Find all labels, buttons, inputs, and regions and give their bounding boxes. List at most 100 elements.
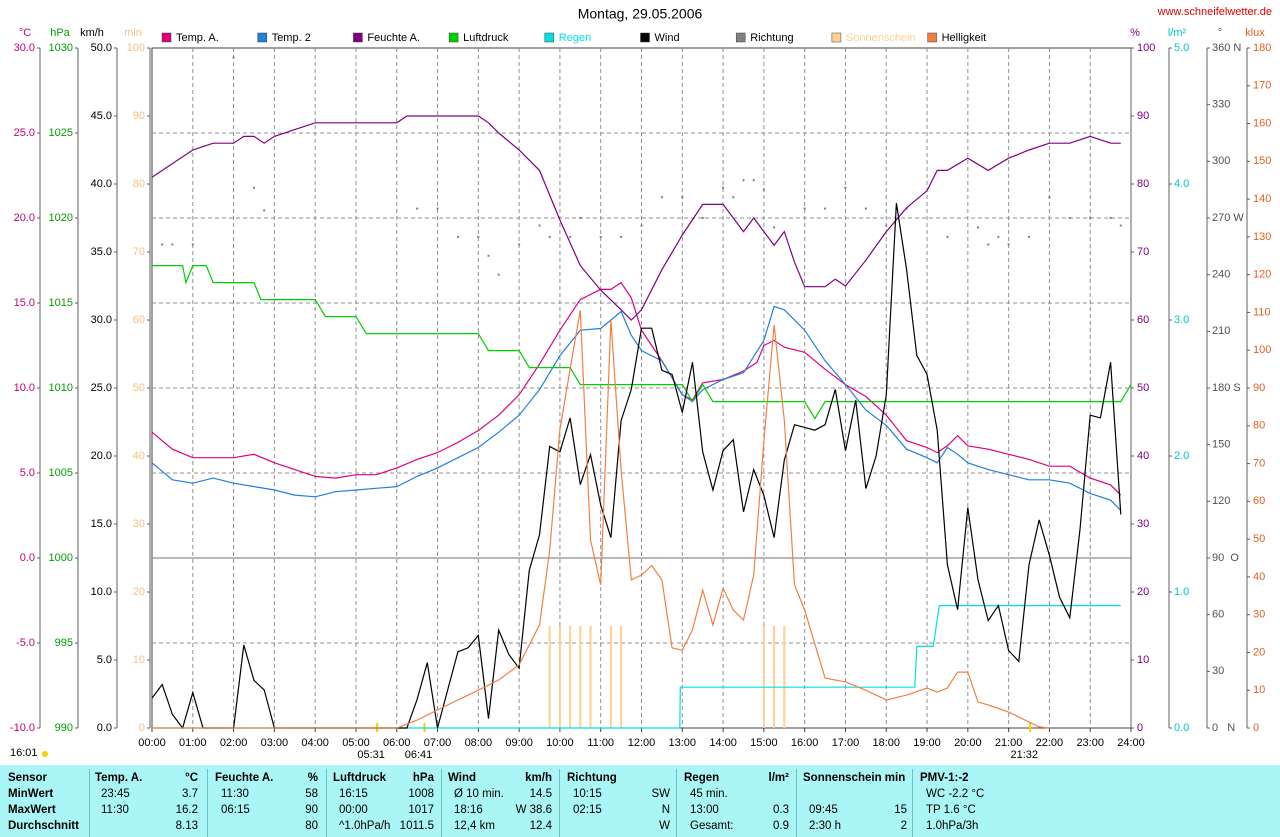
direction-dot	[660, 196, 663, 199]
column-unit: °C	[185, 772, 198, 784]
x-tick-label: 03:00	[261, 737, 289, 749]
legend-label: Wind	[655, 32, 680, 44]
y-tick-label: 5.0	[1174, 42, 1189, 54]
y-tick-label: -10.0	[10, 722, 35, 734]
cell-label: 09:45	[809, 804, 838, 816]
y-tick-label: 90	[1253, 382, 1265, 394]
cell-value: 3.7	[182, 788, 198, 800]
y-tick-label: 0	[1253, 722, 1259, 734]
series-line	[151, 305, 1122, 511]
cell-label: Ø 10 min.	[454, 788, 504, 800]
x-tick-label: 20:00	[954, 737, 982, 749]
y-tick-label: 90	[133, 110, 145, 122]
direction-dot	[518, 243, 521, 246]
direction-dot	[232, 56, 235, 59]
direction-dot	[171, 243, 174, 246]
y-tick-label: 60	[1137, 314, 1149, 326]
y-tick-label: 30	[1137, 518, 1149, 530]
direction-dot	[191, 243, 194, 246]
chart-title: Montag, 29.05.2006	[578, 6, 703, 22]
cell-label: TP 1.6 °C	[926, 804, 976, 816]
cell-value: 58	[305, 788, 318, 800]
legend-swatch	[257, 32, 267, 43]
cell-value: W 38.6	[515, 804, 552, 816]
y-tick-label: 150	[1212, 439, 1230, 451]
axis-unit: klux	[1245, 27, 1265, 39]
y-tick-label: 0.0	[1174, 722, 1189, 734]
legend-label: Temp. A.	[176, 32, 219, 44]
y-tick-label: 50	[1137, 382, 1149, 394]
direction-dot	[548, 235, 551, 238]
y-tick-label: 60	[1212, 609, 1224, 621]
column-title: Richtung	[567, 772, 617, 784]
column-title: Feuchte A.	[215, 772, 274, 784]
y-tick-label: 1010	[49, 382, 73, 394]
direction-dot	[732, 196, 735, 199]
direction-dot	[569, 235, 572, 238]
y-tick-label: 140	[1253, 193, 1271, 205]
y-tick-label: 45.0	[91, 110, 112, 122]
cell-value: 1008	[408, 788, 434, 800]
y-tick-label: 40	[1253, 571, 1265, 583]
x-tick-label: 10:00	[546, 737, 574, 749]
axis-unit: °	[1218, 27, 1222, 39]
cell-label: 16:15	[339, 788, 368, 800]
x-tick-label: 16:00	[791, 737, 819, 749]
column-title: Regen	[684, 772, 720, 784]
y-tick-label: 4.0	[1174, 178, 1189, 190]
y-tick-label: 30.0	[14, 42, 35, 54]
axis-unit: min	[124, 27, 142, 39]
cell-label: 00:00	[339, 804, 368, 816]
x-tick-label: 09:00	[505, 737, 533, 749]
y-tick-label: 100	[1137, 42, 1155, 54]
y-tick-label: 1005	[49, 467, 73, 479]
y-tick-label: 0.0	[20, 552, 35, 564]
cell-value: 14.5	[529, 788, 552, 800]
y-tick-label: 50.0	[91, 42, 112, 54]
series-line	[152, 604, 1121, 729]
direction-dot	[773, 226, 776, 229]
direction-dot	[752, 179, 755, 182]
y-tick-label: 180 S	[1212, 382, 1241, 394]
y-tick-label: 80	[133, 178, 145, 190]
y-tick-label: 240	[1212, 269, 1230, 281]
legend-swatch	[640, 32, 650, 43]
x-tick-label: 17:00	[832, 737, 860, 749]
column-separator	[326, 769, 327, 837]
legend-swatch	[735, 32, 746, 43]
y-tick-label: 2.0	[1174, 450, 1189, 462]
legend-label: Richtung	[750, 32, 793, 44]
sun-marker-label: 06:41	[405, 749, 433, 761]
y-tick-label: 170	[1253, 80, 1271, 92]
y-tick-label: 1000	[49, 552, 73, 564]
row-label: MinWert	[8, 788, 54, 800]
y-tick-label: 0	[139, 722, 145, 734]
sun-icon	[42, 751, 48, 757]
y-tick-label: 60	[1253, 495, 1265, 507]
y-tick-label: 10.0	[91, 586, 112, 598]
direction-dot	[599, 235, 602, 238]
cell-label: 45 min.	[690, 788, 728, 800]
direction-dot	[161, 243, 164, 246]
cell-value: 15	[894, 804, 907, 816]
y-tick-label: 210	[1212, 325, 1230, 337]
stats-table: Sensor MinWert MaxWert Durchschnitt Temp. A.…	[0, 765, 1280, 837]
cell-label: 23:45	[101, 788, 130, 800]
cell-label: 1.0hPa/3h	[926, 820, 979, 832]
y-tick-label: 20	[1137, 586, 1149, 598]
cell-label: WC -2.2 °C	[926, 788, 985, 800]
cell-label: 18:16	[454, 804, 483, 816]
column-title: Sonnenschein min	[803, 772, 906, 784]
y-tick-label: 90 O	[1212, 552, 1239, 564]
x-tick-label: 04:00	[301, 737, 329, 749]
direction-dot	[762, 188, 765, 191]
y-tick-label: 35.0	[91, 246, 112, 258]
cell-value: 90	[305, 804, 318, 816]
y-tick-label: 110	[1253, 306, 1271, 318]
direction-dot	[1109, 217, 1112, 219]
direction-dot	[722, 186, 725, 189]
direction-dot	[436, 207, 439, 210]
x-tick-label: 23:00	[1076, 737, 1104, 749]
y-tick-label: 70	[1253, 457, 1265, 469]
